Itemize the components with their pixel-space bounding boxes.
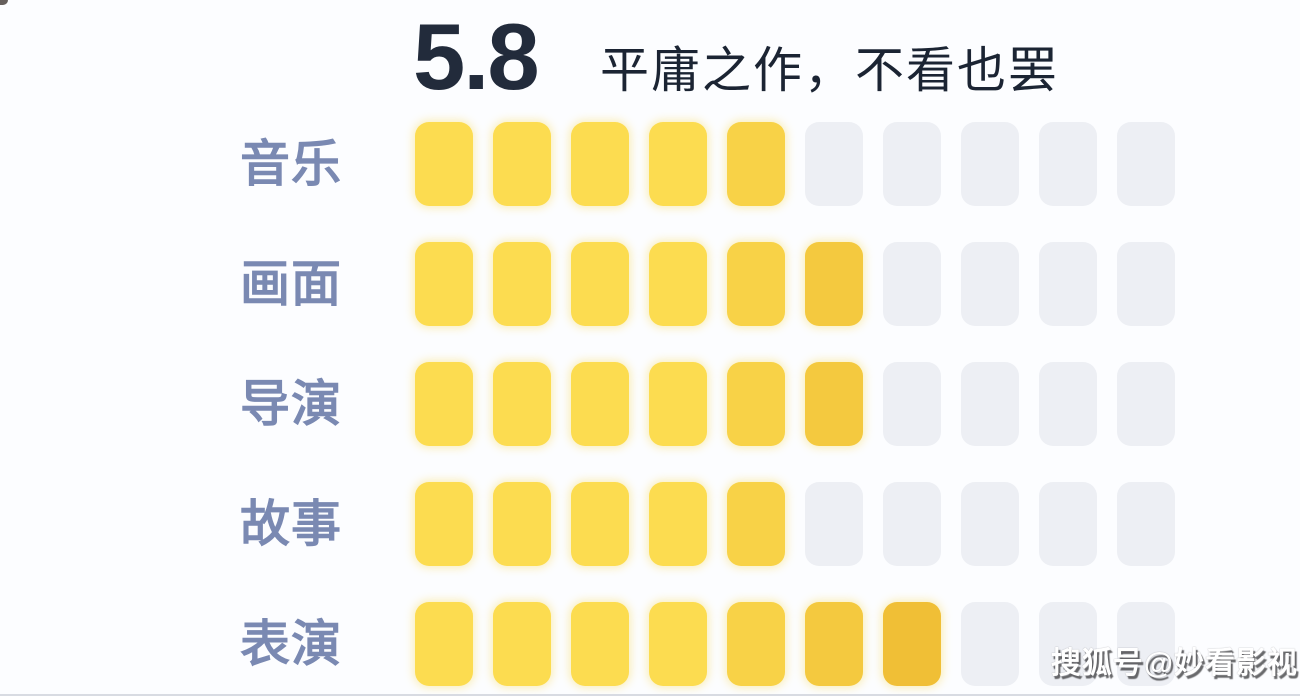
category-label: 故事 bbox=[240, 496, 342, 552]
corner-artifact bbox=[0, 0, 8, 5]
rating-rows: 音乐 画面 导演 故事 表演 bbox=[0, 122, 1300, 694]
rating-block-filled bbox=[493, 362, 551, 446]
rating-block-filled bbox=[727, 482, 785, 566]
rating-block-empty bbox=[1039, 602, 1097, 686]
rating-block-filled bbox=[415, 242, 473, 326]
rating-block-filled bbox=[649, 602, 707, 686]
rating-block-empty bbox=[961, 242, 1019, 326]
rating-block-filled bbox=[805, 242, 863, 326]
rating-block-filled bbox=[415, 362, 473, 446]
rating-block-filled bbox=[493, 242, 551, 326]
rating-block-empty bbox=[1039, 242, 1097, 326]
rating-block-filled bbox=[571, 602, 629, 686]
rating-block-filled bbox=[727, 602, 785, 686]
rating-bar bbox=[415, 482, 1175, 566]
rating-block-filled bbox=[571, 482, 629, 566]
rating-row: 表演 bbox=[0, 602, 1300, 686]
rating-block-empty bbox=[883, 482, 941, 566]
rating-block-empty bbox=[1117, 362, 1175, 446]
rating-block-filled bbox=[649, 362, 707, 446]
rating-bar bbox=[415, 362, 1175, 446]
rating-block-filled bbox=[805, 362, 863, 446]
rating-block-filled bbox=[727, 122, 785, 206]
rating-block-empty bbox=[1039, 122, 1097, 206]
rating-bar bbox=[415, 122, 1175, 206]
rating-block-filled bbox=[571, 242, 629, 326]
rating-row: 音乐 bbox=[0, 122, 1300, 206]
rating-block-filled bbox=[571, 362, 629, 446]
rating-block-filled bbox=[727, 362, 785, 446]
rating-bar bbox=[415, 242, 1175, 326]
category-label: 画面 bbox=[240, 256, 342, 312]
rating-block-empty bbox=[1117, 602, 1175, 686]
rating-block-empty bbox=[1039, 482, 1097, 566]
category-label: 音乐 bbox=[240, 136, 342, 192]
rating-block-empty bbox=[805, 482, 863, 566]
rating-block-empty bbox=[883, 242, 941, 326]
rating-block-empty bbox=[961, 122, 1019, 206]
rating-block-empty bbox=[1117, 482, 1175, 566]
rating-block-empty bbox=[883, 362, 941, 446]
category-label: 表演 bbox=[240, 616, 342, 672]
rating-row: 导演 bbox=[0, 362, 1300, 446]
rating-block-empty bbox=[1117, 242, 1175, 326]
rating-block-filled bbox=[415, 602, 473, 686]
rating-block-empty bbox=[961, 482, 1019, 566]
rating-block-empty bbox=[961, 362, 1019, 446]
rating-block-filled bbox=[649, 242, 707, 326]
rating-block-filled bbox=[571, 122, 629, 206]
verdict-text: 平庸之作，不看也罢 bbox=[600, 44, 1060, 98]
rating-bar bbox=[415, 602, 1175, 686]
overall-score: 5.8 bbox=[413, 4, 540, 109]
rating-block-filled bbox=[805, 602, 863, 686]
rating-block-filled bbox=[415, 122, 473, 206]
rating-block-empty bbox=[883, 122, 941, 206]
rating-row: 画面 bbox=[0, 242, 1300, 326]
watermark: 搜狐号@妙看影视 bbox=[1050, 647, 1298, 680]
rating-block-filled bbox=[649, 482, 707, 566]
category-label: 导演 bbox=[240, 376, 342, 432]
rating-block-filled bbox=[493, 122, 551, 206]
rating-block-filled bbox=[493, 482, 551, 566]
rating-block-empty bbox=[1039, 362, 1097, 446]
rating-block-filled bbox=[649, 122, 707, 206]
rating-row: 故事 bbox=[0, 482, 1300, 566]
rating-block-empty bbox=[961, 602, 1019, 686]
rating-block-empty bbox=[1117, 122, 1175, 206]
rating-block-filled bbox=[727, 242, 785, 326]
rating-block-empty bbox=[805, 122, 863, 206]
rating-block-filled bbox=[415, 482, 473, 566]
rating-block-filled bbox=[883, 602, 941, 686]
rating-block-filled bbox=[493, 602, 551, 686]
